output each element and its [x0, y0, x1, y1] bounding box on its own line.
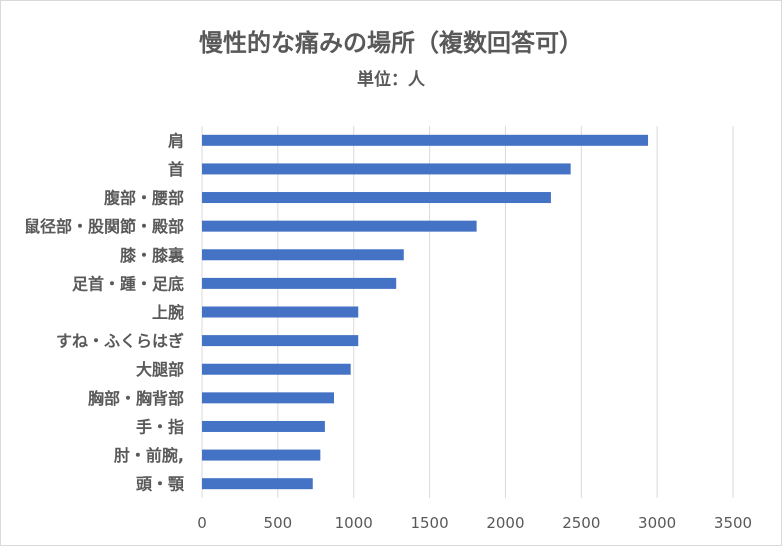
category-label-1: 首	[168, 160, 184, 179]
category-label-6: 上腕	[152, 303, 184, 322]
category-label-4: 膝・膝裏	[120, 246, 185, 265]
category-label-12: 頭・顎	[136, 475, 185, 494]
category-label-11: 肘・前腕,	[114, 446, 184, 465]
category-label-9: 胸部・胸背部	[88, 389, 184, 408]
bar-6	[202, 306, 359, 318]
x-tick-label-7: 3500	[714, 514, 752, 532]
bar-8	[202, 363, 351, 375]
x-tick-label-3: 1500	[410, 514, 448, 532]
bar-7	[202, 335, 359, 347]
chart-subtitle: 単位：人	[357, 69, 426, 90]
bars	[202, 134, 649, 490]
category-labels: 肩首腹部・腰部鼠径部・股関節・殿部膝・膝裏足首・踵・足底上腕すね・ふくらはぎ大腿…	[24, 131, 185, 493]
category-label-2: 腹部・腰部	[104, 189, 184, 208]
bar-2	[202, 192, 551, 204]
x-tick-label-4: 2000	[486, 514, 524, 532]
bar-4	[202, 249, 404, 261]
bar-5	[202, 277, 397, 289]
category-label-7: すね・ふくらはぎ	[56, 332, 184, 351]
bar-9	[202, 392, 334, 404]
x-tick-label-0: 0	[197, 514, 207, 532]
bar-10	[202, 420, 325, 432]
category-label-5: 足首・踵・足底	[72, 274, 184, 293]
category-label-8: 大腿部	[136, 360, 184, 379]
x-axis-tick-labels: 0 500 1000 1500 2000 2500 3000 3500	[197, 514, 752, 532]
chart-title: 慢性的な痛みの場所（複数回答可）	[199, 29, 583, 57]
x-tick-label-2: 1000	[335, 514, 373, 532]
x-tick-label-6: 3000	[638, 514, 676, 532]
bar-3	[202, 220, 477, 232]
x-tick-label-1: 500	[264, 514, 293, 532]
category-label-10: 手・指	[136, 417, 184, 436]
bar-1	[202, 163, 571, 175]
x-tick-label-5: 2500	[562, 514, 600, 532]
category-label-0: 肩	[168, 131, 184, 150]
category-label-3: 鼠径部・股関節・殿部	[24, 217, 184, 236]
bar-11	[202, 449, 321, 461]
bar-12	[202, 478, 313, 490]
bar-0	[202, 134, 649, 146]
